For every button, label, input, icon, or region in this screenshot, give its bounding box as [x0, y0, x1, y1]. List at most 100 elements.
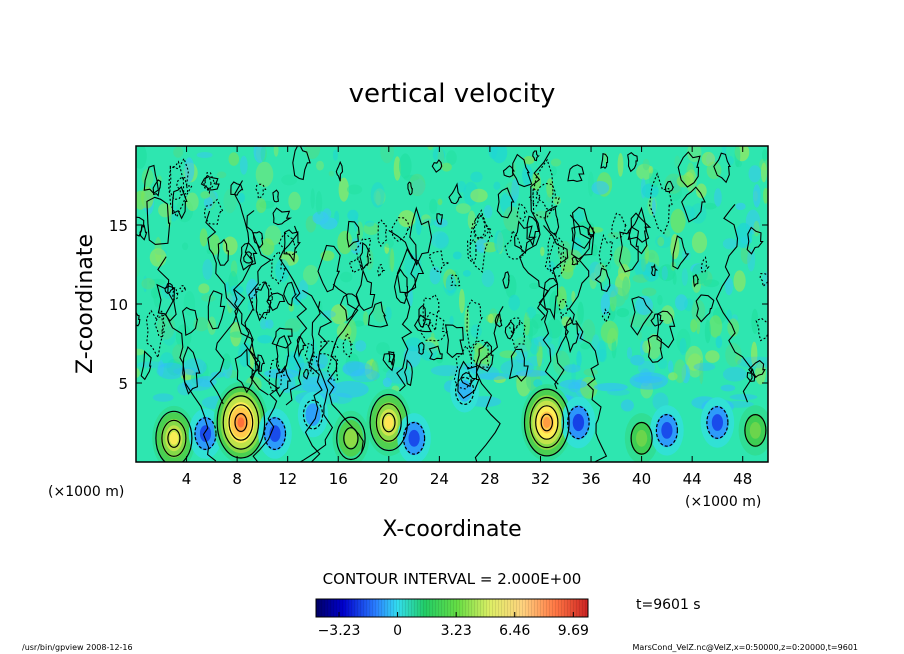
texture-patch	[629, 313, 647, 328]
contour-line	[457, 360, 480, 399]
texture-patch	[230, 321, 242, 347]
texture-patch	[404, 253, 422, 279]
texture-patch	[583, 368, 598, 376]
texture-patch	[429, 198, 438, 214]
contour-line	[222, 395, 260, 450]
contour-line	[326, 354, 339, 381]
contour-line	[143, 164, 159, 195]
contour-line	[526, 215, 540, 248]
chart-title: vertical velocity	[349, 79, 556, 109]
texture-patch	[508, 294, 520, 311]
texture-patch	[382, 366, 398, 373]
texture-patch	[156, 362, 186, 380]
x-axis-label: X-coordinate	[382, 517, 521, 542]
texture-patch	[316, 160, 324, 171]
texture-patch	[681, 249, 691, 261]
contour-line	[598, 233, 614, 269]
footer-left: /usr/bin/gpview 2008-12-16	[22, 643, 133, 652]
contour-line	[167, 428, 181, 448]
texture-patch	[576, 350, 582, 368]
texture-patch	[449, 315, 454, 326]
texture-patch	[263, 368, 300, 379]
texture-patch	[668, 372, 678, 381]
texture-patch	[408, 173, 426, 197]
contour-line	[548, 237, 567, 277]
texture-patch	[196, 152, 213, 158]
contour-line	[431, 159, 443, 173]
y-axis: 5 10 15	[109, 217, 768, 393]
texture-patch	[720, 384, 736, 392]
texture-patch	[705, 350, 720, 363]
downdraft-cell	[572, 413, 585, 432]
contour-line	[355, 268, 376, 312]
contour-line	[140, 350, 152, 381]
texture-patch	[618, 264, 631, 281]
texture-patch	[383, 238, 394, 248]
contour-line	[217, 238, 229, 266]
texture-patch	[175, 324, 192, 349]
contour-line	[419, 311, 448, 342]
contour-line	[496, 187, 515, 219]
texture-patch	[288, 191, 301, 211]
texture-patch	[151, 287, 159, 299]
texture-patch	[230, 285, 244, 295]
texture-patch	[152, 393, 174, 402]
texture-patch	[580, 342, 591, 350]
texture-patch	[405, 337, 422, 352]
field-features	[152, 369, 768, 462]
texture-patch	[505, 274, 517, 298]
texture-patch	[480, 244, 485, 252]
contour-line	[407, 181, 413, 196]
texture-patch	[345, 353, 360, 374]
texture-patch	[499, 350, 517, 359]
contour-line	[342, 332, 354, 358]
texture-patch	[342, 360, 366, 377]
texture-patch	[546, 193, 553, 203]
texture-patch	[648, 252, 656, 260]
contour-line	[594, 267, 611, 292]
downdraft-cell	[711, 414, 724, 431]
texture-patch	[136, 146, 147, 169]
texture-patch	[747, 248, 756, 272]
texture-patch	[200, 191, 211, 199]
texture-patch	[445, 274, 457, 294]
contour-line	[359, 242, 369, 271]
texture-patch	[523, 156, 535, 165]
contour-line	[692, 273, 700, 288]
texture-patch	[330, 304, 348, 325]
contour-line	[200, 176, 220, 191]
texture-patch	[207, 316, 217, 335]
texture-patch	[239, 155, 248, 175]
texture-patch	[222, 236, 238, 256]
contour-line	[571, 206, 596, 260]
contour-line	[575, 320, 608, 462]
texture-patch	[376, 342, 390, 356]
texture-patch	[696, 317, 701, 335]
texture-patch	[609, 290, 617, 312]
texture-patch	[313, 353, 328, 369]
texture-patch	[247, 300, 252, 312]
contour-line	[713, 152, 731, 184]
contour-line	[233, 180, 257, 380]
texture-patch	[664, 228, 670, 238]
texture-patch	[337, 230, 353, 255]
texture-patch	[373, 303, 388, 323]
texture-patch	[600, 293, 611, 316]
contour-line	[475, 341, 494, 372]
contour-line	[535, 405, 559, 440]
contour-interval-text: CONTOUR INTERVAL = 2.000E+00	[323, 570, 582, 588]
texture-patch	[638, 360, 656, 376]
contour-line	[516, 202, 528, 222]
texture-patch	[674, 155, 681, 168]
texture-patch	[701, 151, 716, 167]
contour-line	[715, 204, 753, 403]
texture-patch	[540, 246, 545, 257]
texture-patch	[658, 264, 676, 282]
texture-patch	[140, 186, 154, 209]
texture-patch	[256, 198, 267, 213]
contour-line	[417, 341, 425, 355]
texture-patch	[644, 243, 649, 265]
texture-patch	[724, 277, 734, 296]
contour-line	[382, 353, 396, 372]
texture-patch	[491, 146, 508, 164]
